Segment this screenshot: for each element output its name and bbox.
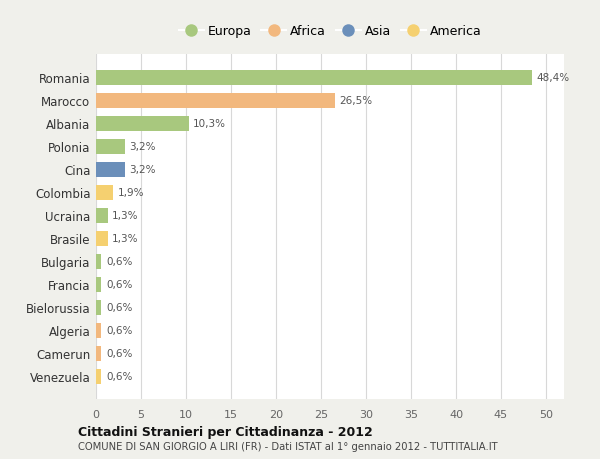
Bar — [96, 140, 125, 154]
Bar — [96, 71, 532, 86]
Text: 48,4%: 48,4% — [536, 73, 569, 83]
Text: 0,6%: 0,6% — [106, 348, 132, 358]
Text: 3,2%: 3,2% — [130, 165, 156, 175]
Text: 0,6%: 0,6% — [106, 325, 132, 336]
Text: 0,6%: 0,6% — [106, 280, 132, 290]
Text: 3,2%: 3,2% — [130, 142, 156, 152]
Legend: Europa, Africa, Asia, America: Europa, Africa, Asia, America — [173, 20, 487, 43]
Text: 1,3%: 1,3% — [112, 234, 139, 244]
Text: 0,6%: 0,6% — [106, 371, 132, 381]
Bar — [96, 162, 125, 177]
Bar — [96, 369, 101, 384]
Bar — [96, 231, 108, 246]
Bar — [96, 346, 101, 361]
Text: 1,9%: 1,9% — [118, 188, 144, 198]
Bar — [96, 323, 101, 338]
Bar — [96, 277, 101, 292]
Text: 0,6%: 0,6% — [106, 302, 132, 313]
Bar — [96, 208, 108, 223]
Bar — [96, 254, 101, 269]
Bar — [96, 94, 335, 109]
Text: 26,5%: 26,5% — [339, 96, 372, 106]
Bar — [96, 117, 188, 131]
Text: COMUNE DI SAN GIORGIO A LIRI (FR) - Dati ISTAT al 1° gennaio 2012 - TUTTITALIA.I: COMUNE DI SAN GIORGIO A LIRI (FR) - Dati… — [78, 441, 497, 451]
Text: 1,3%: 1,3% — [112, 211, 139, 221]
Bar — [96, 185, 113, 200]
Bar — [96, 300, 101, 315]
Text: 10,3%: 10,3% — [193, 119, 226, 129]
Text: 0,6%: 0,6% — [106, 257, 132, 267]
Text: Cittadini Stranieri per Cittadinanza - 2012: Cittadini Stranieri per Cittadinanza - 2… — [78, 425, 373, 438]
